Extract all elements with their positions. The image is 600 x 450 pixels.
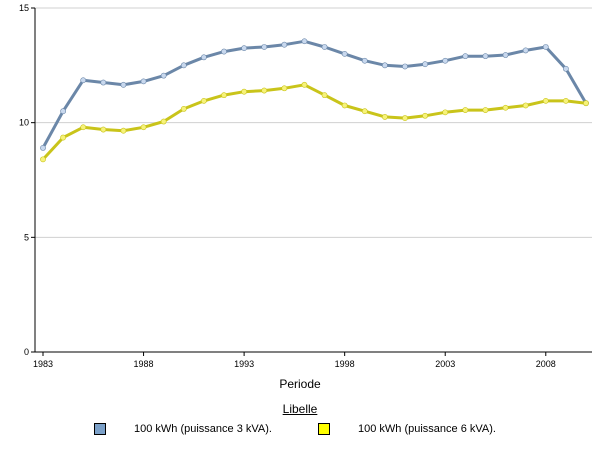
- x-axis-title: Periode: [279, 377, 321, 391]
- series-2-point-2003: [442, 109, 449, 116]
- series-2-point-1986: [100, 126, 107, 133]
- series-1-point-2006: [502, 52, 509, 58]
- series-1-point-1994: [261, 44, 268, 50]
- series-2-point-1984: [60, 134, 67, 141]
- series-1-point-1998: [341, 50, 348, 57]
- grid-lines: [35, 7, 592, 238]
- series-2-point-2006: [502, 104, 509, 111]
- series-1-point-2003: [442, 57, 449, 64]
- legend-swatch-3kva: [94, 423, 106, 435]
- legend-title[interactable]: Libelle: [282, 402, 318, 416]
- series-2-point-1998: [341, 102, 348, 109]
- series-1-point-1999: [361, 57, 368, 64]
- series-line-1: [41, 39, 588, 149]
- series-2-point-1989: [160, 118, 167, 125]
- series-1-point-1987: [120, 81, 127, 88]
- legend: 100 kWh (puissance 3 kVA). 100 kWh (puis…: [0, 423, 600, 439]
- legend-swatch-6kva: [318, 423, 330, 435]
- x-tick-label-1988: 1988: [134, 359, 154, 369]
- series-1-point-2002: [422, 61, 429, 68]
- series-2-point-2010: [583, 100, 589, 107]
- series-2-point-1999: [361, 108, 368, 115]
- series-lines: [40, 38, 589, 163]
- series-1-point-2007: [522, 47, 529, 54]
- series-1-point-2004: [462, 53, 469, 60]
- series-1-point-1993: [241, 45, 248, 52]
- series-2-point-2000: [381, 114, 388, 120]
- y-tick-label-0: 0: [24, 347, 29, 357]
- series-2-point-2005: [482, 107, 489, 113]
- series-2-point-1988: [140, 124, 147, 131]
- series-2-point-1995: [281, 85, 288, 92]
- series-1-point-2008: [542, 44, 549, 50]
- x-tick-label-2003: 2003: [435, 359, 455, 369]
- y-tick-label-5: 5: [24, 232, 29, 242]
- series-2-point-1992: [221, 92, 227, 99]
- tick-labels: 0 5 10 15 1983 1988 1993 1998 2003 2008: [19, 3, 556, 369]
- series-2-point-2008: [542, 97, 549, 104]
- series-1-point-2001: [402, 63, 408, 70]
- x-tick-label-2008: 2008: [536, 359, 556, 369]
- series-2-point-1987: [120, 127, 127, 134]
- y-tick-label-10: 10: [19, 118, 29, 128]
- axes: [31, 7, 592, 356]
- series-1-point-1992: [221, 48, 227, 55]
- series-1-point-1995: [281, 41, 288, 48]
- series-2-point-2002: [422, 112, 429, 119]
- series-1-point-1986: [100, 79, 107, 86]
- series-1-point-2009: [562, 65, 569, 72]
- series-2-point-2007: [522, 102, 529, 109]
- x-tick-label-1993: 1993: [234, 359, 254, 369]
- legend-label-3kva: 100 kWh (puissance 3 kVA).: [134, 423, 272, 435]
- series-2-point-2004: [462, 107, 469, 113]
- series-1-point-1990: [180, 62, 187, 69]
- series-1-point-1985: [80, 77, 87, 84]
- series-2-point-1993: [241, 88, 248, 95]
- series-1-point-1996: [301, 38, 308, 45]
- legend-item-3kva[interactable]: 100 kWh (puissance 3 kVA).: [94, 423, 272, 435]
- series-1-point-1991: [200, 54, 207, 61]
- series-1-point-2000: [381, 62, 388, 69]
- series-2-point-1983: [40, 156, 46, 163]
- x-tick-label-1998: 1998: [335, 359, 355, 369]
- series-line-2: [41, 83, 587, 161]
- series-2-point-1991: [200, 97, 207, 104]
- x-tick-label-1983: 1983: [33, 359, 53, 369]
- series-2-point-1994: [261, 87, 268, 94]
- series-2-point-1996: [301, 81, 308, 88]
- series-2-point-2009: [562, 97, 569, 104]
- y-tick-label-15: 15: [19, 3, 29, 13]
- series-1-point-1997: [321, 44, 328, 50]
- series-1-point-1988: [140, 78, 147, 85]
- series-2-point-1997: [321, 92, 328, 99]
- series-1-point-1989: [160, 72, 167, 79]
- series-2-point-2001: [402, 115, 408, 121]
- series-2-point-1985: [80, 124, 87, 131]
- series-2-point-1990: [180, 106, 187, 112]
- series-1-point-1983: [40, 144, 46, 151]
- series-1-point-2005: [482, 53, 489, 60]
- series-1-point-1984: [60, 108, 67, 115]
- legend-label-6kva: 100 kWh (puissance 6 kVA).: [358, 423, 496, 435]
- legend-item-6kva[interactable]: 100 kWh (puissance 6 kVA).: [318, 423, 496, 435]
